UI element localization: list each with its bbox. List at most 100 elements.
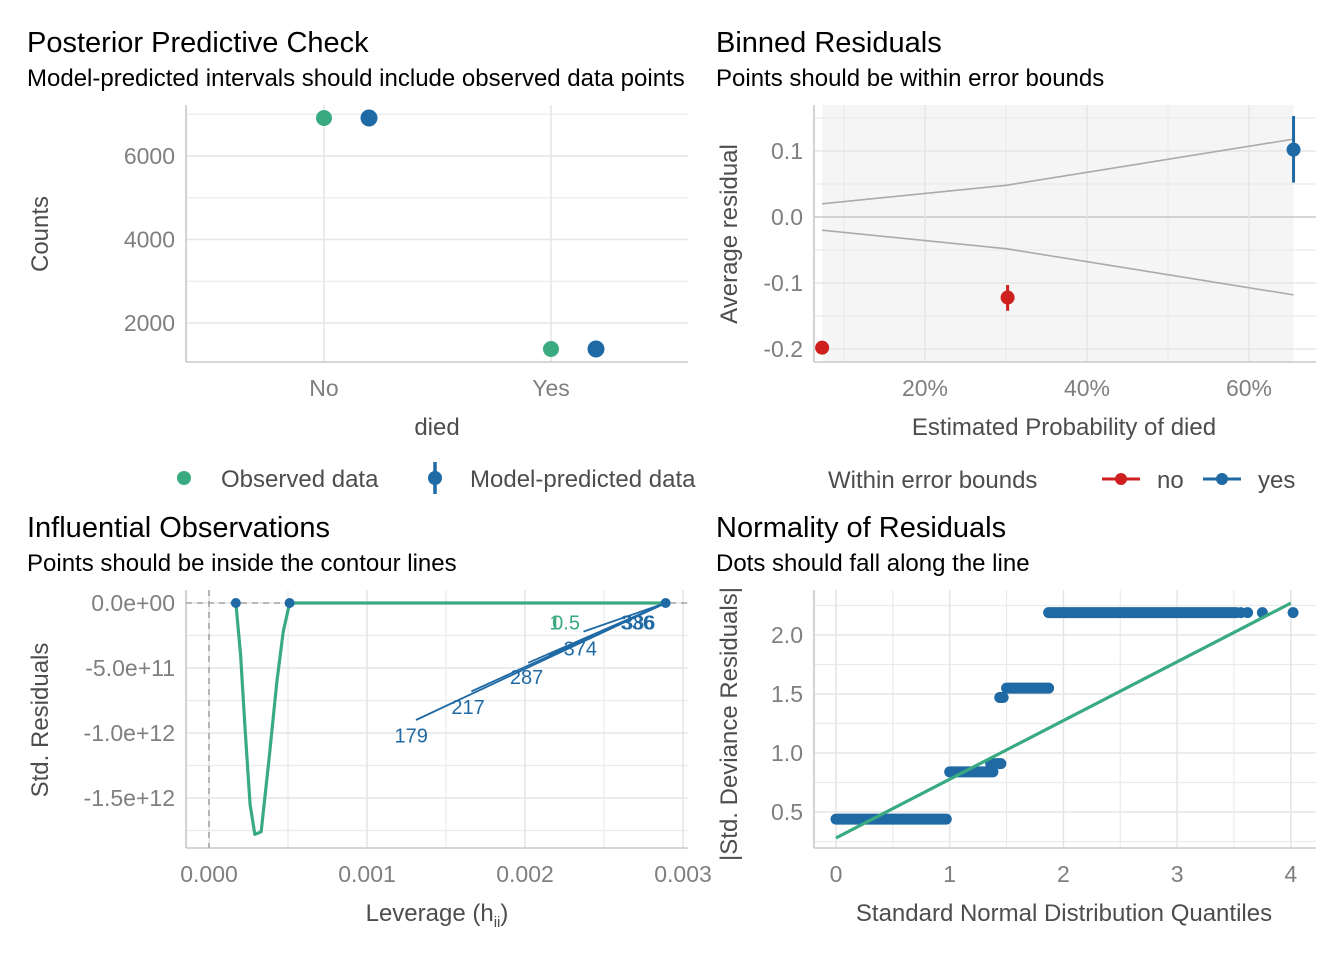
influential-observation-label: 374 (564, 639, 597, 661)
ppc-observed-point (316, 110, 332, 127)
panel-binned-residuals: Binned Residuals Points should be within… (716, 27, 1316, 494)
legend-no-swatch-dot (1115, 473, 1127, 485)
binned-point (1286, 142, 1301, 157)
ppc-y-tick-label: 4000 (124, 227, 175, 253)
influential-x-tick-label: 0.000 (180, 861, 238, 887)
influential-contour-label: 0.5 (552, 613, 580, 635)
influential-cooks-contour (234, 601, 666, 837)
binned-tick-labels: -0.2 -0.1 0.0 0.1 20% 40% 60% (763, 138, 1272, 401)
ppc-predicted-point (360, 109, 378, 127)
influential-x-tick-label: 0.001 (338, 861, 396, 887)
binned-x-tick-label: 20% (902, 375, 948, 401)
binned-point (1000, 290, 1015, 305)
normality-x-tick-label: 0 (830, 861, 843, 887)
influential-point (230, 598, 241, 608)
influential-y-tick-label: -1.5e+12 (84, 785, 175, 811)
influential-observation-label: 217 (451, 697, 484, 719)
legend-title-within-bounds: Within error bounds (828, 467, 1037, 494)
influential-point (284, 598, 295, 608)
influential-y-tick-label: 0.0e+00 (91, 590, 175, 616)
legend-yes-label: yes (1258, 467, 1295, 494)
binned-y-tick-label: 0.1 (771, 138, 803, 164)
ppc-tick-labels: 2000 4000 6000 No Yes (124, 143, 570, 401)
binned-point (815, 340, 830, 355)
binned-title: Binned Residuals (716, 27, 942, 59)
normality-x-tick-label: 2 (1057, 861, 1070, 887)
panel-normality-of-residuals: Normality of Residuals Dots should fall … (716, 512, 1316, 927)
influential-label-segment (548, 602, 666, 656)
legend-predicted-swatch-dot (428, 471, 442, 485)
normality-y-tick-label: 2.0 (771, 622, 803, 648)
binned-error-band (822, 105, 1294, 362)
influential-y-tick-label: -1.0e+12 (84, 720, 175, 746)
ppc-x-tick-label: No (309, 375, 338, 401)
normality-y-tick-label: 1.0 (771, 740, 803, 766)
binned-lower-bound-line (822, 229, 1294, 296)
influential-x-tick-label: 0.003 (654, 861, 712, 887)
normality-marks (830, 601, 1299, 840)
panel-influential-observations: Influential Observations Points should b… (27, 512, 712, 931)
legend-no-label: no (1157, 467, 1184, 494)
normality-y-tick-label: 0.5 (771, 799, 803, 825)
binned-x-tick-label: 60% (1226, 375, 1272, 401)
legend-observed-swatch (177, 471, 191, 485)
normality-x-tick-label: 4 (1284, 861, 1297, 887)
ppc-y-tick-label: 6000 (124, 143, 175, 169)
binned-gridlines (813, 105, 1316, 363)
normality-x-axis-title: Standard Normal Distribution Quantiles (856, 900, 1272, 927)
ppc-predicted-point (587, 340, 605, 358)
normality-x-tick-label: 3 (1171, 861, 1184, 887)
influential-point (660, 598, 671, 608)
binned-subtitle: Points should be within error bounds (716, 65, 1104, 92)
influential-gridlines (185, 590, 688, 849)
influential-contour-label: 1 (549, 613, 560, 635)
legend-predicted-label: Model-predicted data (470, 466, 696, 493)
ppc-observed-point (543, 341, 559, 358)
normality-point (1242, 607, 1254, 619)
binned-y-axis-title: Average residual (716, 144, 743, 324)
legend-yes-swatch-dot (1216, 473, 1228, 485)
binned-y-tick-label: -0.2 (763, 336, 803, 362)
influential-y-tick-label: -5.0e+11 (85, 655, 175, 681)
influential-observation-label: 386 (622, 613, 655, 635)
panel-posterior-predictive-check: Posterior Predictive Check Model-predict… (27, 27, 696, 494)
influential-subtitle: Points should be inside the contour line… (27, 550, 457, 577)
influential-observation-label: 179 (395, 726, 428, 748)
binned-marks (815, 116, 1301, 355)
normality-y-axis-title: |Std. Deviance Residuals| (716, 587, 743, 861)
binned-y-tick-label: -0.1 (763, 270, 803, 296)
normality-tick-labels: 0.5 1.0 1.5 2.0 0 1 2 3 4 (771, 622, 1297, 887)
normality-reference-line (835, 601, 1292, 840)
binned-y-tick-label: 0.0 (771, 204, 803, 230)
ppc-gridlines (185, 105, 688, 363)
influential-observation-label: 336 (620, 613, 653, 635)
binned-legend: Within error bounds no yes (828, 467, 1295, 494)
legend-observed-label: Observed data (221, 466, 379, 493)
influential-x-axis-title: Leverage (hii) (366, 900, 509, 931)
normality-subtitle: Dots should fall along the line (716, 550, 1030, 577)
binned-upper-bound-line (822, 138, 1294, 205)
normality-point (1287, 607, 1299, 619)
influential-observation-label: 287 (510, 667, 543, 689)
influential-x-tick-label: 0.002 (496, 861, 554, 887)
normality-x-tick-label: 1 (943, 861, 956, 887)
ppc-x-axis-title: died (414, 414, 459, 441)
ppc-marks (316, 109, 605, 358)
ppc-title: Posterior Predictive Check (27, 27, 369, 59)
ppc-legend: Observed data Model-predicted data (177, 462, 696, 494)
influential-title: Influential Observations (27, 512, 330, 544)
ppc-y-axis-title: Counts (27, 196, 54, 272)
normality-y-tick-label: 1.5 (771, 681, 803, 707)
binned-x-tick-label: 40% (1064, 375, 1110, 401)
ppc-x-tick-label: Yes (532, 375, 570, 401)
ppc-subtitle: Model-predicted intervals should include… (27, 65, 685, 92)
binned-band (822, 105, 1294, 362)
binned-x-axis-title: Estimated Probability of died (912, 414, 1216, 441)
influential-tick-labels: -1.5e+12 -1.0e+12 -5.0e+11 0.0e+00 0.000 0.00… (84, 590, 712, 887)
ppc-y-tick-label: 2000 (124, 310, 175, 336)
influential-y-axis-title: Std. Residuals (27, 643, 54, 798)
influential-label-segment (583, 602, 666, 633)
normality-title: Normality of Residuals (716, 512, 1006, 544)
